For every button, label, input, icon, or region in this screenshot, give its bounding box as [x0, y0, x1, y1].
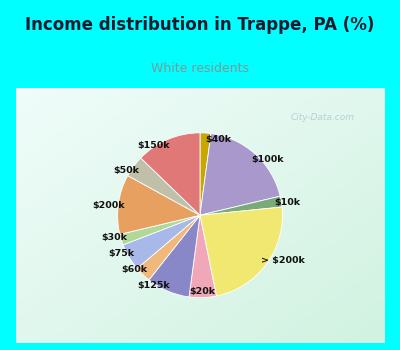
- Text: $40k: $40k: [205, 135, 231, 144]
- Text: $100k: $100k: [251, 154, 284, 163]
- Wedge shape: [200, 207, 282, 296]
- Wedge shape: [200, 134, 280, 215]
- Text: $125k: $125k: [138, 281, 170, 289]
- Text: City-Data.com: City-Data.com: [290, 113, 354, 122]
- Text: $150k: $150k: [138, 141, 170, 150]
- Wedge shape: [141, 133, 200, 215]
- Wedge shape: [149, 215, 200, 297]
- Text: White residents: White residents: [151, 62, 249, 75]
- Text: Income distribution in Trappe, PA (%): Income distribution in Trappe, PA (%): [25, 15, 375, 34]
- Text: $60k: $60k: [121, 265, 147, 274]
- Wedge shape: [200, 196, 282, 215]
- Text: $75k: $75k: [109, 250, 135, 258]
- Text: $50k: $50k: [113, 166, 139, 175]
- Text: $20k: $20k: [190, 287, 216, 295]
- Wedge shape: [123, 215, 200, 268]
- Wedge shape: [128, 158, 200, 215]
- Wedge shape: [120, 215, 200, 245]
- Wedge shape: [200, 133, 211, 215]
- Text: $30k: $30k: [102, 233, 128, 242]
- Wedge shape: [189, 215, 216, 298]
- Text: > $200k: > $200k: [261, 256, 305, 265]
- Wedge shape: [118, 176, 200, 234]
- Text: $200k: $200k: [92, 201, 125, 210]
- Text: $10k: $10k: [275, 198, 301, 207]
- Wedge shape: [137, 215, 200, 280]
